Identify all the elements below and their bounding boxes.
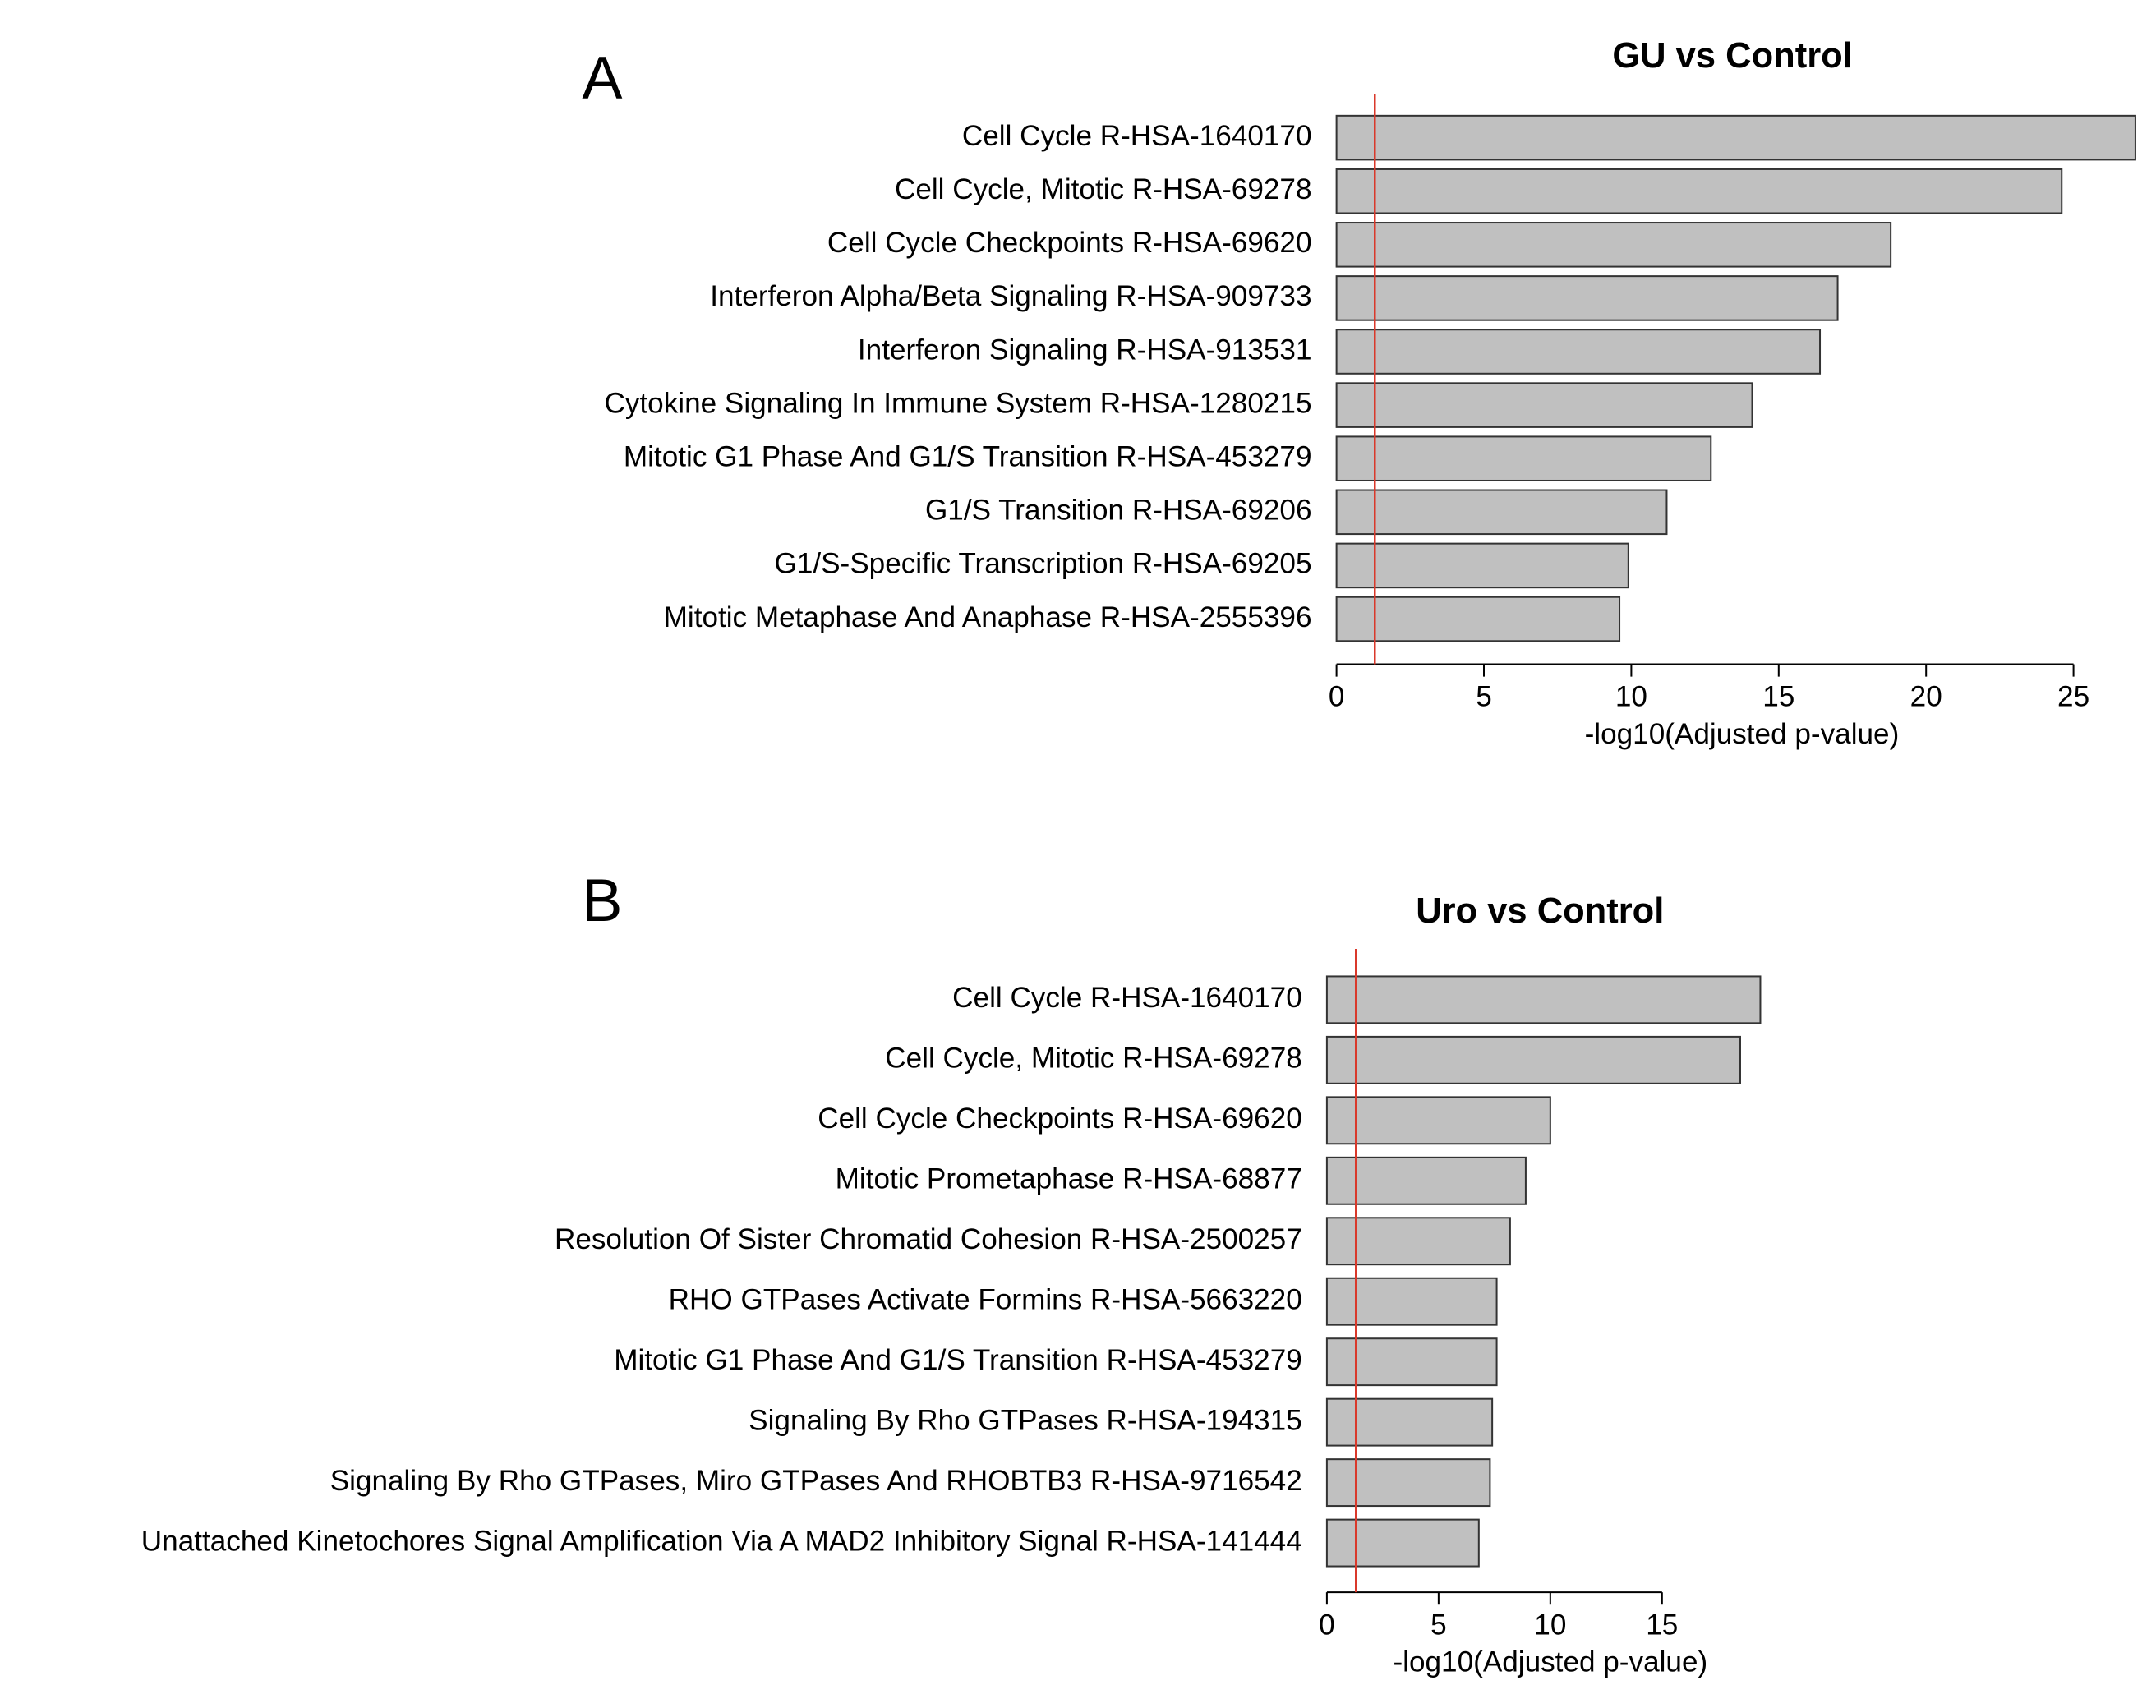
bar xyxy=(1335,168,2063,214)
bar xyxy=(1335,329,1822,375)
category-label: Cell Cycle, Mitotic R-HSA-69278 xyxy=(885,1043,1302,1075)
bar xyxy=(1335,382,1753,428)
chart-title: GU vs Control xyxy=(1612,36,1852,76)
bar xyxy=(1325,975,1762,1024)
category-label: Interferon Alpha/Beta Signaling R-HSA-90… xyxy=(710,280,1311,312)
category-label: Cell Cycle Checkpoints R-HSA-69620 xyxy=(818,1103,1302,1135)
category-label: Interferon Signaling R-HSA-913531 xyxy=(858,334,1312,366)
x-tick-label: 15 xyxy=(1762,681,1794,713)
x-tick-label: 25 xyxy=(2057,681,2089,713)
bar xyxy=(1335,435,1712,481)
bar xyxy=(1335,489,1668,536)
panel-label: B xyxy=(582,866,622,934)
category-label: Resolution Of Sister Chromatid Cohesion … xyxy=(555,1223,1302,1255)
category-label: Cell Cycle, Mitotic R-HSA-69278 xyxy=(895,173,1312,205)
x-tick-label: 10 xyxy=(1534,1609,1566,1641)
bar xyxy=(1325,1217,1511,1266)
bar xyxy=(1335,542,1629,589)
bar xyxy=(1325,1035,1741,1084)
category-label: Signaling By Rho GTPases R-HSA-194315 xyxy=(749,1404,1302,1436)
category-label: Mitotic Metaphase And Anaphase R-HSA-255… xyxy=(664,601,1312,633)
category-label: Unattached Kinetochores Signal Amplifica… xyxy=(141,1525,1302,1557)
x-tick-label: 10 xyxy=(1615,681,1647,713)
category-label: Mitotic G1 Phase And G1/S Transition R-H… xyxy=(624,440,1312,472)
bar xyxy=(1325,1458,1491,1508)
category-label: Cell Cycle Checkpoints R-HSA-69620 xyxy=(827,227,1312,259)
x-tick-label: 0 xyxy=(1329,681,1345,713)
category-label: G1/S Transition R-HSA-69206 xyxy=(925,495,1312,527)
category-label: Cell Cycle R-HSA-1640170 xyxy=(962,120,1312,152)
category-label: RHO GTPases Activate Formins R-HSA-56632… xyxy=(669,1283,1302,1315)
bar xyxy=(1325,1096,1551,1145)
category-label: Mitotic Prometaphase R-HSA-68877 xyxy=(836,1163,1302,1195)
x-tick-label: 15 xyxy=(1646,1609,1678,1641)
bar xyxy=(1325,1397,1494,1447)
category-label: Signaling By Rho GTPases, Miro GTPases A… xyxy=(330,1465,1302,1497)
bar xyxy=(1325,1337,1498,1387)
bar xyxy=(1325,1277,1498,1326)
bar xyxy=(1325,1518,1480,1568)
bar xyxy=(1335,222,1892,268)
category-label: G1/S-Specific Transcription R-HSA-69205 xyxy=(775,548,1312,580)
bar xyxy=(1335,596,1621,642)
category-label: Mitotic G1 Phase And G1/S Transition R-H… xyxy=(614,1344,1302,1376)
panel-label: A xyxy=(582,44,622,112)
bar xyxy=(1335,114,2136,161)
x-axis-label: -log10(Adjusted p-value) xyxy=(1585,718,1900,750)
bar xyxy=(1325,1156,1527,1205)
x-tick-label: 0 xyxy=(1319,1609,1335,1641)
category-label: Cell Cycle R-HSA-1640170 xyxy=(952,982,1302,1014)
x-tick-label: 20 xyxy=(1910,681,1942,713)
chart-title: Uro vs Control xyxy=(1416,891,1664,931)
x-tick-label: 5 xyxy=(1476,681,1492,713)
bar xyxy=(1335,275,1839,321)
category-label: Cytokine Signaling In Immune System R-HS… xyxy=(605,387,1312,419)
x-tick-label: 5 xyxy=(1430,1609,1447,1641)
x-axis-label: -log10(Adjusted p-value) xyxy=(1393,1646,1707,1678)
